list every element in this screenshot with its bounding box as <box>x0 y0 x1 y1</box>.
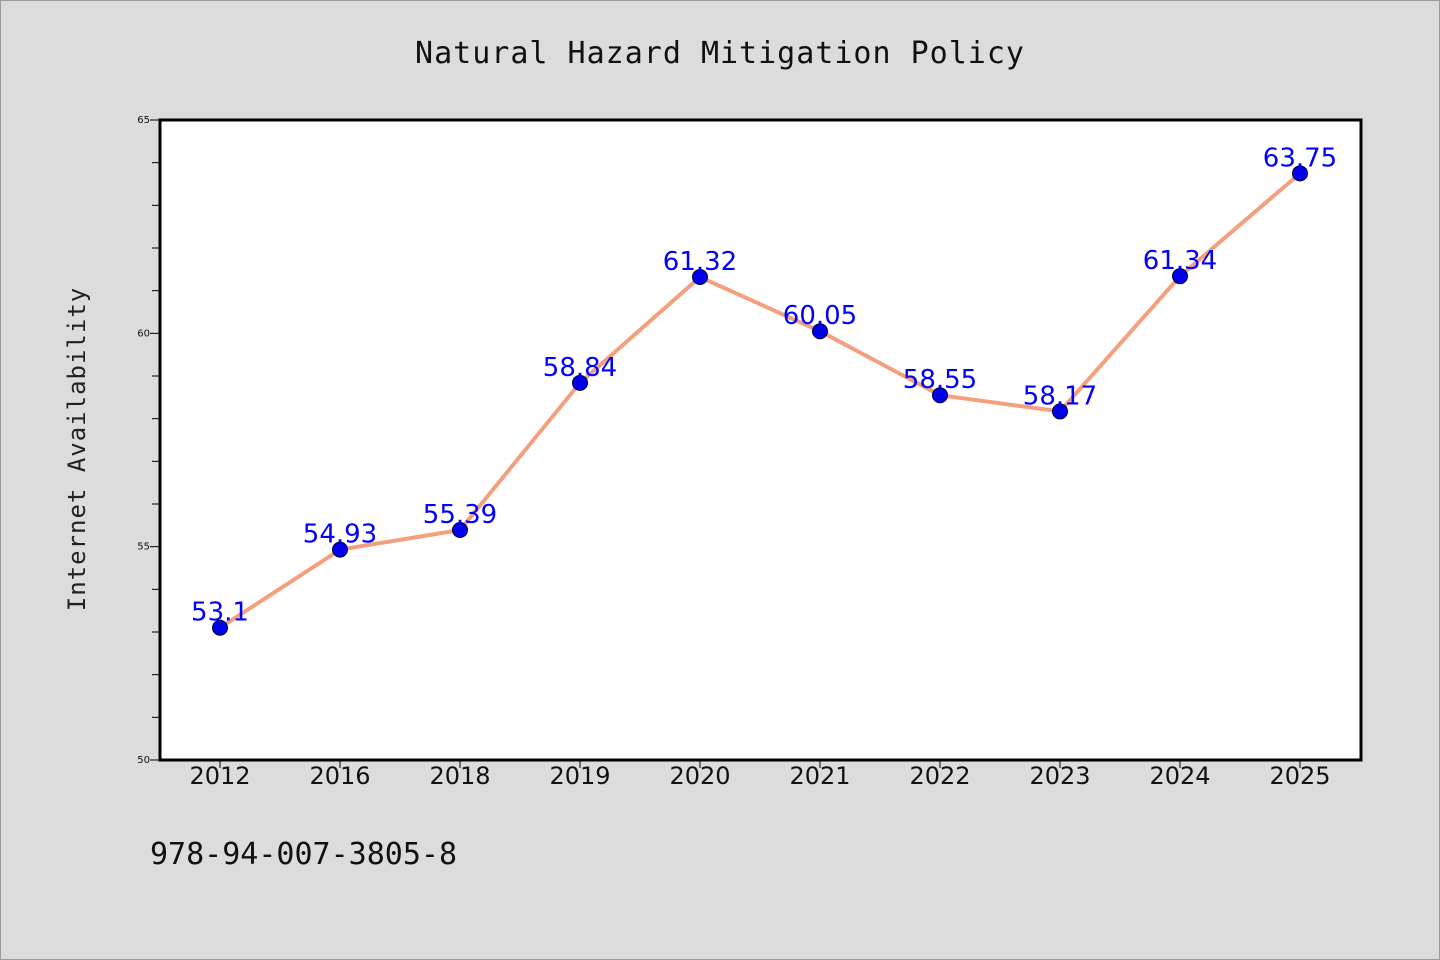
ticks-layer: 50 55 60 65 2012 2016 2018 2019 2020 2021 2022 2023… <box>137 115 1330 790</box>
x-tick-label: 2024 <box>1149 762 1210 790</box>
data-point-marker <box>1292 165 1308 182</box>
data-point-marker <box>452 522 468 539</box>
series-line <box>218 171 1302 630</box>
chart-title: Natural Hazard Mitigation Policy <box>415 36 1025 71</box>
data-label-layer: 53.1 54.93 55.39 58.84 61.32 60.05 58.55 58.17 6… <box>191 143 1337 627</box>
data-label: 58.55 <box>903 365 977 395</box>
y-tick-label: 55 <box>137 542 150 553</box>
data-label: 61.34 <box>1143 246 1217 276</box>
x-tick-label: 2022 <box>909 762 970 790</box>
data-point-marker <box>1172 268 1188 285</box>
marker-layer <box>212 165 1308 636</box>
y-tick-label: 60 <box>137 328 150 339</box>
data-point-marker <box>332 541 348 558</box>
data-label: 58.17 <box>1023 381 1097 411</box>
y-tick-label: 65 <box>137 115 150 126</box>
x-tick-label: 2020 <box>669 762 730 790</box>
data-point-marker <box>812 323 828 340</box>
x-tick-label: 2018 <box>429 762 490 790</box>
data-point-marker <box>692 269 708 286</box>
x-tick-label: 2025 <box>1269 762 1330 790</box>
x-tick-label: 2019 <box>549 762 610 790</box>
data-point-marker <box>932 387 948 404</box>
x-tick-label: 2012 <box>189 762 250 790</box>
plot-border <box>158 118 1363 762</box>
data-label: 54.93 <box>303 520 377 550</box>
data-label: 60.05 <box>783 301 857 331</box>
x-tick-label: 2023 <box>1029 762 1090 790</box>
footer-isbn: 978-94-007-3805-8 <box>150 837 457 872</box>
data-label: 55.39 <box>423 500 497 530</box>
data-point-marker <box>572 374 588 391</box>
series-line-layer <box>218 171 1302 630</box>
data-point-marker <box>212 619 228 636</box>
plot-area <box>160 120 1361 760</box>
y-axis-label: Internet Availability <box>63 287 91 611</box>
data-label: 58.84 <box>543 353 617 383</box>
x-tick-label: 2021 <box>789 762 850 790</box>
y-tick-label: 50 <box>137 755 150 766</box>
x-tick-label: 2016 <box>309 762 370 790</box>
data-label: 63.75 <box>1263 143 1337 173</box>
data-label: 61.32 <box>663 247 737 277</box>
data-point-marker <box>1052 403 1068 420</box>
data-label: 53.1 <box>191 598 249 628</box>
